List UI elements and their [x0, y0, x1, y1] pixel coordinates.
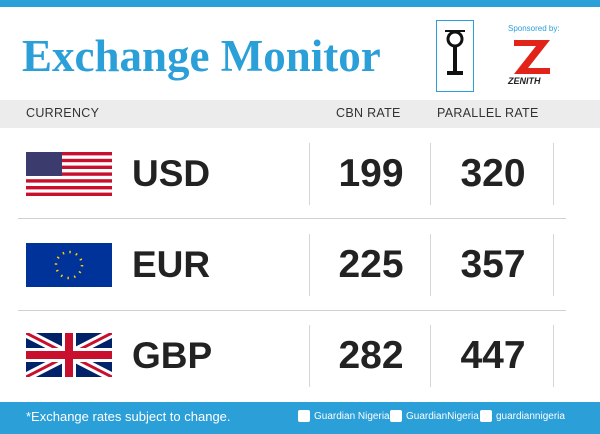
sponsor-label: Sponsored by:	[508, 24, 560, 33]
guardian-logo	[436, 20, 474, 92]
column-divider	[430, 234, 431, 296]
row-separator	[18, 310, 566, 311]
instagram-icon	[480, 410, 492, 422]
cbn-rate: 199	[338, 152, 404, 195]
currency-code: GBP	[132, 335, 213, 376]
top-bar	[0, 0, 600, 7]
column-header-band	[0, 100, 600, 128]
parallel-rate: 357	[460, 243, 526, 286]
sponsor-name: ZENITH	[508, 76, 541, 86]
twitter-icon	[390, 410, 402, 422]
twitter-handle[interactable]: GuardianNigeria	[406, 411, 479, 422]
column-divider	[553, 325, 554, 387]
cbn-rate: 282	[338, 334, 404, 377]
column-divider	[430, 143, 431, 205]
column-header: CURRENCY	[26, 106, 100, 120]
column-divider	[430, 325, 431, 387]
footer-note: *Exchange rates subject to change.	[26, 409, 231, 424]
currency-code: USD	[132, 153, 211, 194]
column-divider	[309, 143, 310, 205]
currency-code: EUR	[132, 244, 211, 285]
instagram-handle[interactable]: guardiannigeria	[496, 411, 565, 422]
facebook-handle[interactable]: Guardian Nigeria	[314, 411, 390, 422]
parallel-rate: 320	[460, 152, 526, 195]
column-divider	[553, 143, 554, 205]
column-divider	[309, 234, 310, 296]
column-divider	[553, 234, 554, 296]
column-header: CBN RATE	[336, 106, 401, 120]
flag-eu	[26, 243, 112, 287]
title: Exchange Monitor	[22, 31, 381, 81]
flag-usa	[26, 152, 112, 196]
row-separator	[18, 218, 566, 219]
flag-uk	[26, 333, 112, 377]
logo-icon	[445, 30, 465, 75]
parallel-rate: 447	[460, 334, 526, 377]
column-header: PARALLEL RATE	[437, 106, 539, 120]
cbn-rate: 225	[338, 243, 404, 286]
zenith-logo	[514, 40, 550, 74]
column-divider	[309, 325, 310, 387]
facebook-icon	[298, 410, 310, 422]
